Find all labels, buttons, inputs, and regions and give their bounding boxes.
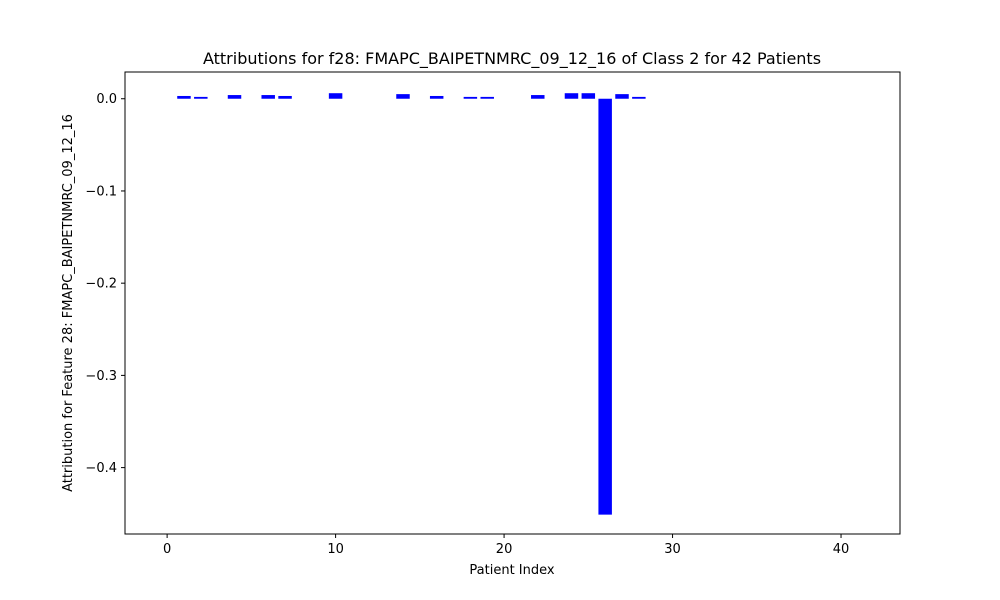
y-tick-label: −0.1 <box>85 184 117 199</box>
bar-patient-10 <box>328 93 343 99</box>
bar-patient-18 <box>463 96 478 99</box>
bar-patient-1 <box>177 95 191 99</box>
x-axis-label: Patient Index <box>469 563 554 578</box>
y-tick-label: 0.0 <box>96 92 117 107</box>
y-tick-label: −0.4 <box>85 461 117 476</box>
bar-patient-4 <box>227 95 242 99</box>
y-axis-label: Attribution for Feature 28: FMAPC_BAIPET… <box>61 114 76 492</box>
y-axis: 0.0 −0.1 −0.2 −0.3 −0.4 <box>85 92 125 476</box>
bar-patient-7 <box>278 95 292 99</box>
bar-patient-25 <box>581 93 596 99</box>
bar-patient-22 <box>531 95 545 99</box>
bar-patient-28 <box>632 96 646 99</box>
bars-group <box>177 93 646 515</box>
y-tick-label: −0.3 <box>85 369 117 384</box>
x-tick-label: 20 <box>496 542 513 557</box>
x-tick-label: 10 <box>327 542 344 557</box>
bar-patient-27 <box>615 94 629 99</box>
bar-patient-6 <box>261 95 275 99</box>
plot-frame <box>124 71 901 535</box>
bar-patient-26 <box>598 98 612 515</box>
chart-title: Attributions for f28: FMAPC_BAIPETNMRC_0… <box>203 49 821 69</box>
bar-patient-16 <box>429 95 444 99</box>
x-tick-label: 0 <box>163 542 171 557</box>
bar-patient-24 <box>564 93 579 99</box>
x-tick-label: 30 <box>664 542 681 557</box>
bar-patient-14 <box>396 94 410 99</box>
x-axis: 0 10 20 30 40 <box>163 534 849 557</box>
bar-patient-19 <box>480 96 494 99</box>
y-tick-label: −0.2 <box>85 277 117 292</box>
bar-patient-2 <box>194 96 208 99</box>
x-tick-label: 40 <box>833 542 850 557</box>
